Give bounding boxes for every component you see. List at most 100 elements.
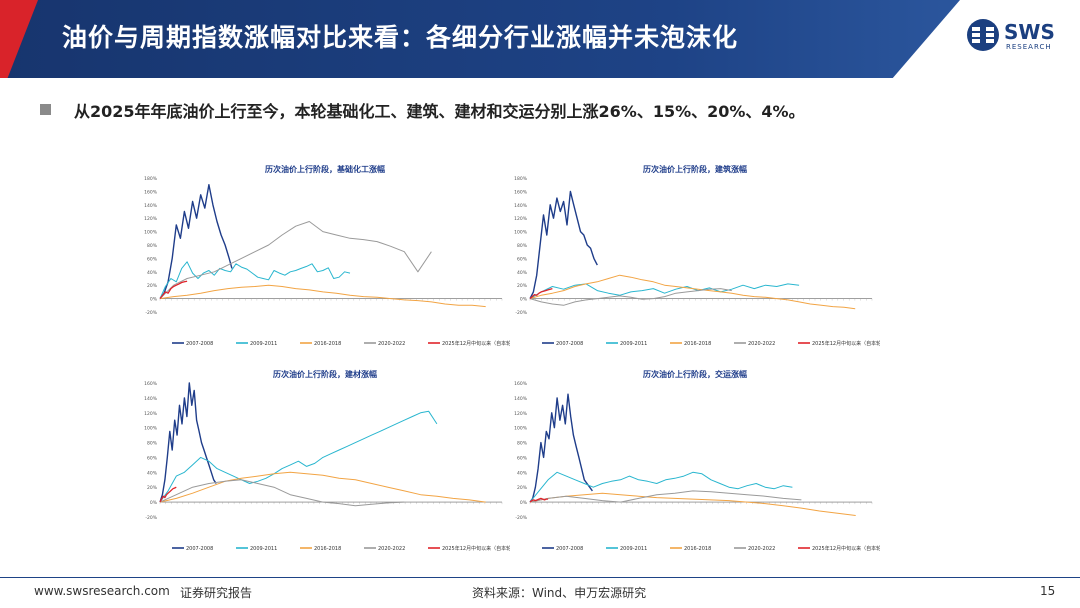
chart-building-materials-svg: 历次油价上行阶段，建材涨幅 -20% 0% 20% 40% 60% 80% 100% 120% 1… (144, 369, 510, 552)
series-line-s2025 (159, 486, 177, 503)
footer-website[interactable]: www.swsresearch.com (34, 584, 170, 598)
header: 油价与周期指数涨幅对比来看：各细分行业涨幅并未泡沫化 SWS RESEARCH (0, 0, 1080, 78)
y-tick-label: -20% (145, 310, 157, 316)
legend-label: 2016-2018 (314, 546, 341, 552)
legend-label: 2016-2018 (684, 546, 711, 552)
page-number: 15 (1040, 584, 1056, 598)
chart-chemicals-svg: 历次油价上行阶段，基础化工涨幅 -20% 0% 20% 40% 60% 80% 100% 120… (144, 164, 510, 347)
legend-label: 2016-2018 (314, 341, 341, 347)
series-line-s2025 (159, 280, 188, 300)
y-tick-label: 100% (144, 230, 158, 236)
legend-label: 2025年12月中旬以来（自本轮油价低点以来） (812, 340, 880, 347)
series-line-s2009 (529, 283, 800, 300)
logo-subtext: RESEARCH (1006, 43, 1052, 51)
page-title: 油价与周期指数涨幅对比来看：各细分行业涨幅并未泡沫化 (62, 23, 739, 52)
legend-label: 2025年12月中旬以来（自本轮油价低点以来） (442, 340, 510, 347)
y-tick-label: 0% (150, 500, 158, 506)
series-line-s2016 (159, 471, 486, 503)
chart-title: 历次油价上行阶段，建筑涨幅 (643, 164, 747, 174)
y-tick-label: 100% (144, 426, 158, 432)
chart-construction: 历次油价上行阶段，建筑涨幅 -20% 0% 20% 40% 60% 80% 100% 120% 1… (510, 160, 880, 360)
y-tick-label: 40% (147, 270, 158, 276)
y-tick-label: 20% (147, 283, 158, 289)
legend-label: 2020-2022 (378, 341, 405, 347)
series-line-s2007 (159, 184, 233, 300)
y-tick-label: 180% (514, 176, 528, 182)
y-tick-label: 0% (520, 297, 528, 303)
y-tick-label: 100% (514, 426, 528, 432)
legend-label: 2007-2008 (556, 546, 583, 552)
y-tick-label: 140% (514, 396, 528, 402)
y-tick-label: 140% (144, 396, 158, 402)
legend-label: 2025年12月中旬以来（自本轮油价低点以来） (442, 545, 510, 552)
y-tick-label: 40% (147, 470, 158, 476)
y-tick-label: 40% (517, 470, 528, 476)
chart-title: 历次油价上行阶段，建材涨幅 (273, 369, 377, 379)
y-tick-label: 180% (144, 176, 158, 182)
legend-label: 2025年12月中旬以来（自本轮油价低点以来） (812, 545, 880, 552)
chart-building-materials: 历次油价上行阶段，建材涨幅 -20% 0% 20% 40% 60% 80% 100% 120% 1… (140, 365, 510, 565)
y-tick-label: 20% (517, 283, 528, 289)
y-tick-label: 0% (150, 297, 158, 303)
y-tick-label: 80% (517, 243, 528, 249)
y-tick-label: 120% (514, 216, 528, 222)
y-tick-label: 160% (144, 381, 158, 387)
series-line-s2020 (159, 479, 405, 507)
series-line-s2016 (529, 492, 856, 516)
legend-label: 2009-2011 (620, 546, 647, 552)
y-tick-label: 140% (514, 203, 528, 209)
sws-logo: SWS RESEARCH (966, 18, 1070, 58)
y-tick-label: 40% (517, 270, 528, 276)
series-line-s2009 (159, 410, 438, 503)
series-line-s2009 (529, 471, 793, 503)
series-line-s2025 (529, 287, 553, 300)
y-tick-label: -20% (145, 515, 157, 521)
y-tick-label: 0% (520, 500, 528, 506)
y-tick-label: 60% (517, 256, 528, 262)
series-line-s2007 (529, 393, 593, 503)
y-tick-label: -20% (515, 310, 527, 316)
y-tick-label: 20% (517, 485, 528, 491)
legend-label: 2007-2008 (186, 341, 213, 347)
series-line-s2016 (529, 274, 856, 310)
legend-label: 2020-2022 (378, 546, 405, 552)
y-tick-label: 80% (517, 441, 528, 447)
bullet-square-icon (40, 104, 51, 115)
series-line-s2007 (529, 190, 598, 299)
footer-source: 资料来源：Wind、申万宏源研究 (472, 586, 647, 600)
series-line-s2020 (159, 221, 432, 299)
summary-text: 从2025年年底油价上行至今，本轮基础化工、建筑、建材和交运分别上涨26%、15… (74, 102, 805, 121)
y-tick-label: 160% (514, 189, 528, 195)
sws-logo-icon (967, 19, 999, 51)
y-tick-label: 160% (514, 381, 528, 387)
y-tick-label: 100% (514, 230, 528, 236)
series-line-s2009 (159, 261, 351, 299)
series-line-s2020 (529, 490, 802, 503)
legend-label: 2007-2008 (186, 546, 213, 552)
legend-label: 2009-2011 (250, 341, 277, 347)
y-tick-label: 60% (147, 256, 158, 262)
y-tick-label: -20% (515, 515, 527, 521)
series-line-s2016 (159, 284, 486, 308)
y-tick-label: 140% (144, 203, 158, 209)
chart-transportation-svg: 历次油价上行阶段，交运涨幅 -20% 0% 20% 40% 60% 80% 100% 120% 1… (514, 369, 880, 552)
logo-text: SWS (1004, 20, 1055, 44)
chart-chemicals: 历次油价上行阶段，基础化工涨幅 -20% 0% 20% 40% 60% 80% 100% 120… (140, 160, 510, 360)
y-tick-label: 120% (144, 216, 158, 222)
y-tick-label: 120% (514, 411, 528, 417)
footer-report-type: 证券研究报告 (180, 586, 253, 600)
series-line-s2007 (159, 382, 217, 503)
y-tick-label: 20% (147, 485, 158, 491)
legend-label: 2020-2022 (748, 546, 775, 552)
series-line-s2020 (529, 288, 732, 306)
footer-divider (0, 577, 1080, 578)
chart-title: 历次油价上行阶段，基础化工涨幅 (265, 164, 385, 174)
legend-label: 2020-2022 (748, 341, 775, 347)
y-tick-label: 80% (147, 243, 158, 249)
y-tick-label: 60% (147, 455, 158, 461)
y-tick-label: 120% (144, 411, 158, 417)
chart-title: 历次油价上行阶段，交运涨幅 (643, 369, 747, 379)
chart-transportation: 历次油价上行阶段，交运涨幅 -20% 0% 20% 40% 60% 80% 100% 120% 1… (510, 365, 880, 565)
header-bar (0, 0, 960, 78)
series-line-s2025 (529, 497, 549, 503)
